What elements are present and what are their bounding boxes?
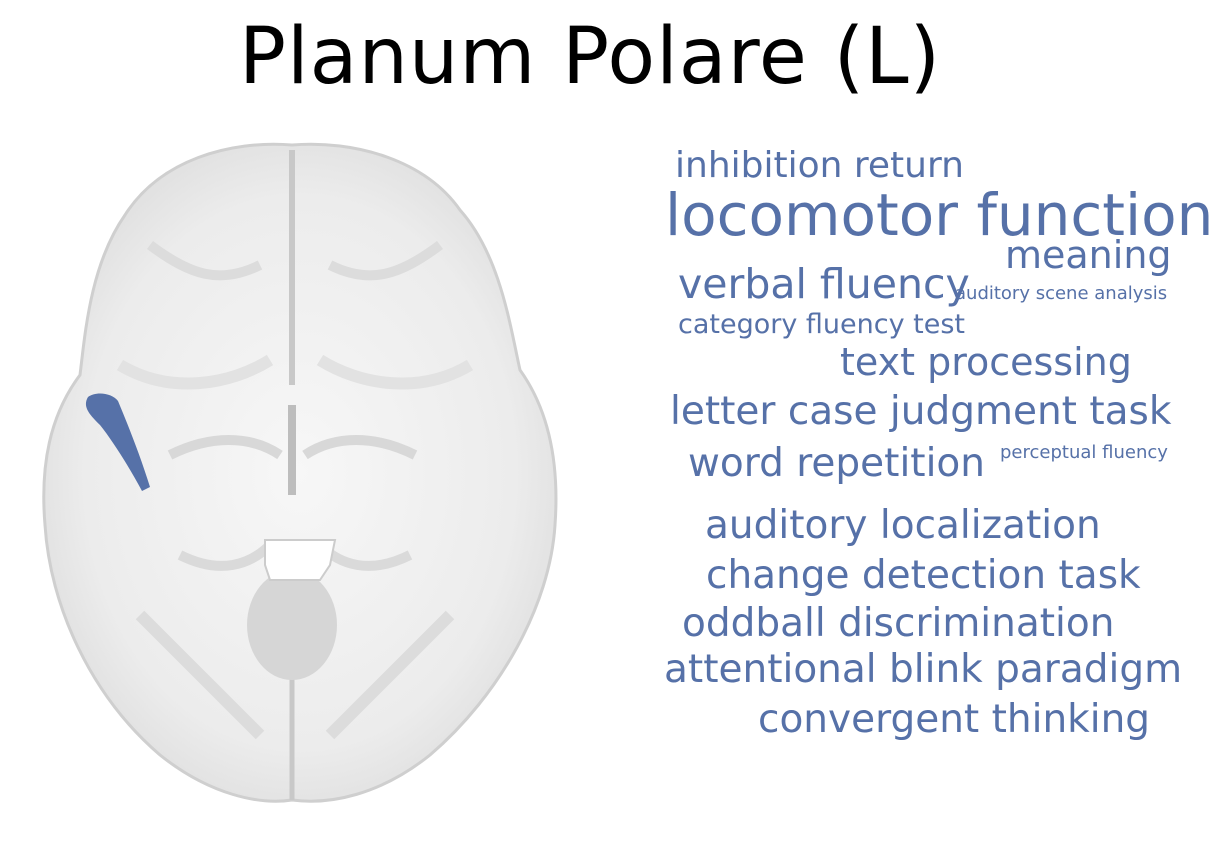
word-category-fluency-test: category fluency test: [678, 309, 966, 340]
word-auditory-localization: auditory localization: [705, 503, 1101, 548]
word-meaning: meaning: [1005, 233, 1172, 277]
word-perceptual-fluency: perceptual fluency: [1000, 442, 1168, 463]
word-change-detection-task: change detection task: [706, 553, 1141, 598]
word-locomotor-function: locomotor function: [665, 181, 1214, 249]
word-inhibition-return: inhibition return: [675, 145, 964, 186]
figure-title: Planum Polare (L): [238, 12, 942, 102]
highlighted-region-planum-polare: [85, 393, 150, 491]
word-text-processing: text processing: [840, 340, 1132, 384]
word-auditory-scene-analysis: auditory scene analysis: [955, 283, 1168, 304]
word-letter-case-judgment-task: letter case judgment task: [670, 389, 1172, 434]
word-oddball-discrimination: oddball discrimination: [682, 601, 1115, 646]
word-verbal-fluency: verbal fluency: [678, 260, 970, 308]
ventricle: [264, 539, 337, 581]
word-word-repetition: word repetition: [688, 441, 986, 486]
word-convergent-thinking: convergent thinking: [758, 697, 1151, 742]
word-attentional-blink-paradigm: attentional blink paradigm: [664, 647, 1183, 692]
brain-slice-image: [30, 135, 565, 810]
